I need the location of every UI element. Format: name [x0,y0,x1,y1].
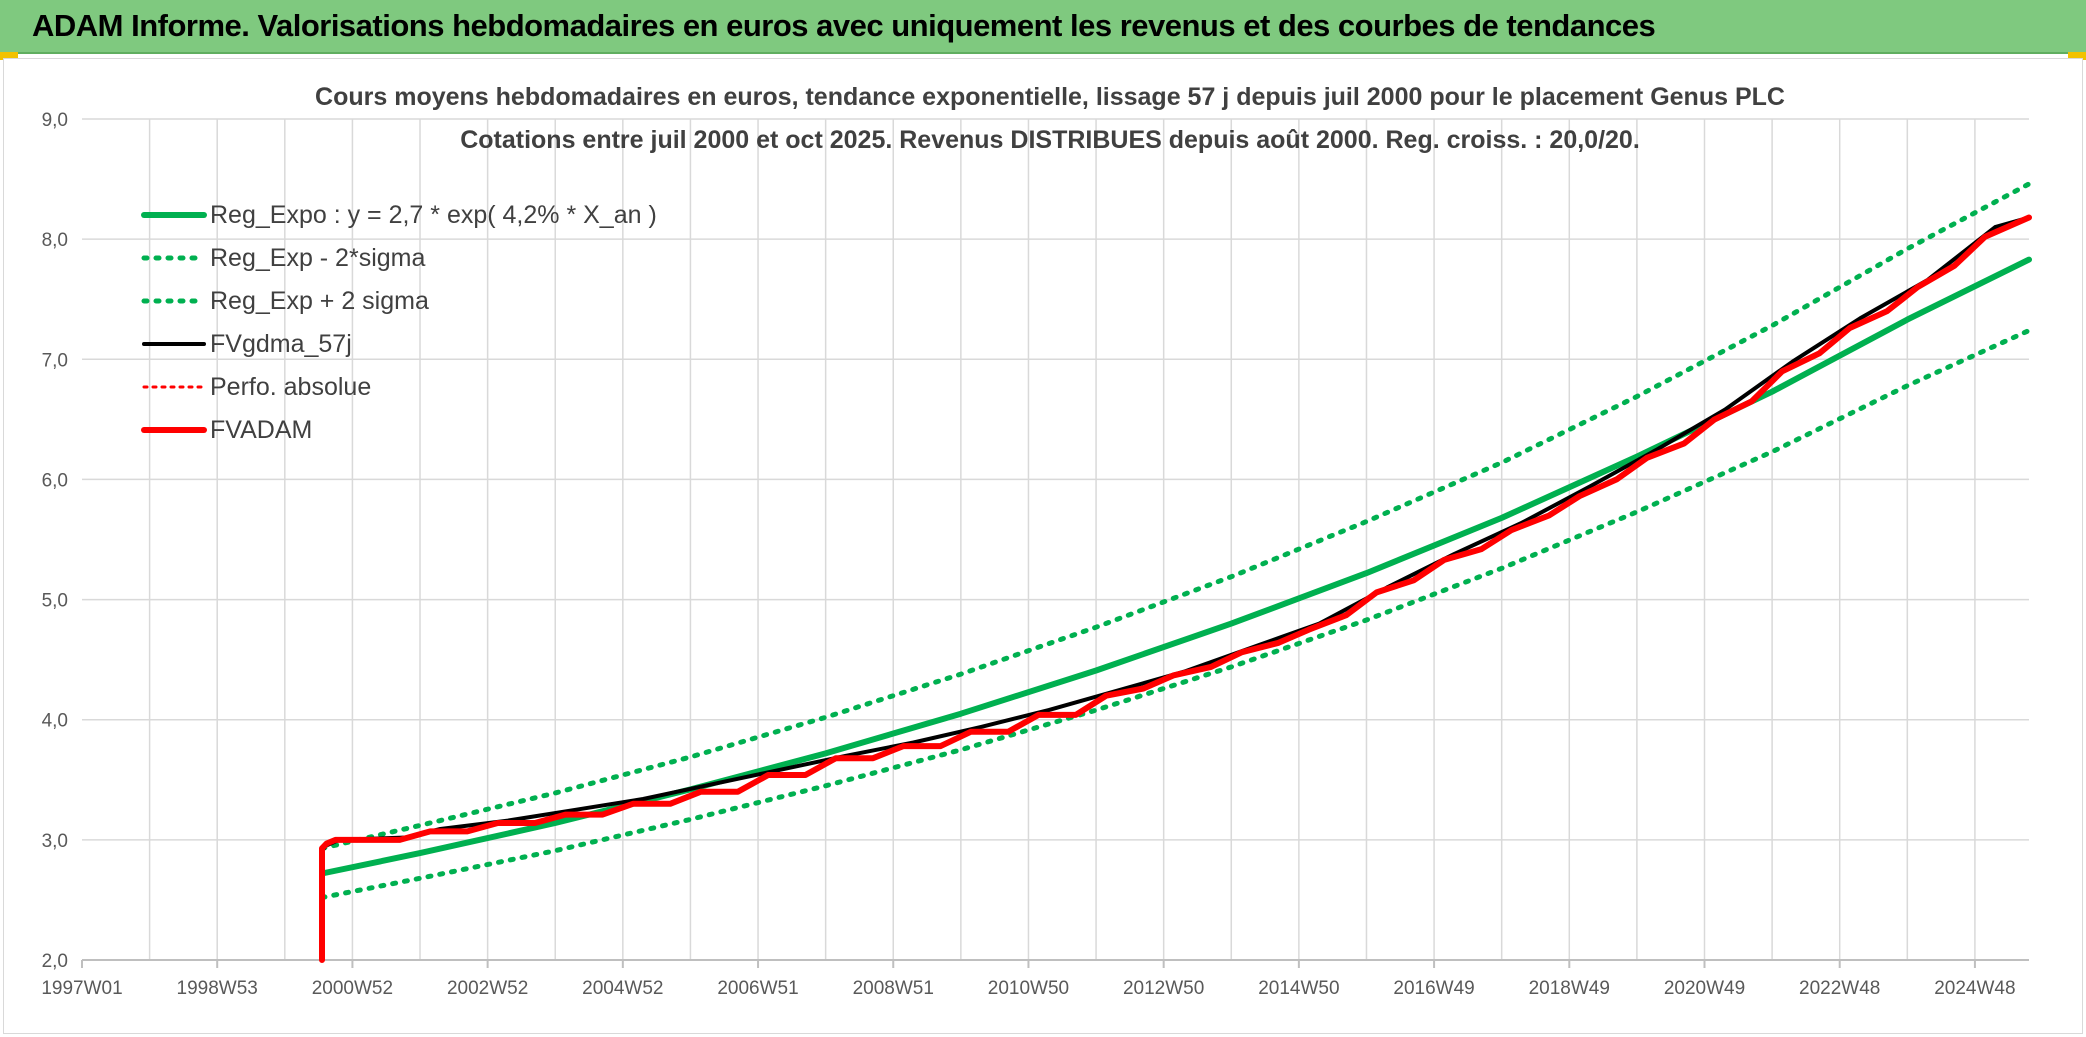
x-tick-label: 2022W48 [1799,978,1880,999]
y-tick-label: 5,0 [42,591,68,612]
chart-title: Cours moyens hebdomadaires en euros, ten… [315,83,1785,111]
legend-label-fvadam: FVADAM [210,416,312,444]
series-fvgdma-57j [320,215,2031,854]
x-tick-label: 2016W49 [1393,978,1474,999]
x-tick-label: 2010W50 [988,978,1069,999]
x-tick-label: 2000W52 [312,978,393,999]
x-tick-label: 2018W49 [1529,978,1610,999]
chart-area: 2,0 3,0 4,0 5,0 6,0 7,0 8,0 9,0 1997W01 1998W53 20… [3,58,2083,1034]
x-tick-label: 2008W51 [853,978,934,999]
y-tick-label: 3,0 [42,831,68,852]
chart-svg: 2,0 3,0 4,0 5,0 6,0 7,0 8,0 9,0 1997W01 1998W53 20… [41,83,2032,999]
legend-label-reg_plus: Reg_Exp + 2 sigma [210,287,429,315]
series-reg-exp-plus-2sigma [319,181,2032,851]
page-title: ADAM Informe. Valorisations hebdomadaire… [32,8,1656,43]
x-tick-label: 1997W01 [41,978,122,999]
legend: Reg_Expo : y = 2,7 * exp( 4,2% * X_an ) R… [141,201,657,444]
x-tick-label: 2020W49 [1664,978,1745,999]
legend-label-perfo: Perfo. absolue [210,373,371,401]
series-reg-expo [319,256,2032,877]
series [319,181,2032,963]
x-tick-label: 2004W52 [582,978,663,999]
x-tick-label: 2024W48 [1934,978,2015,999]
corner-accent-left [0,52,18,60]
series-fvadam [319,214,2032,963]
y-tick-label: 9,0 [42,110,68,131]
legend-label-reg_expo: Reg_Expo : y = 2,7 * exp( 4,2% * X_an ) [210,201,657,229]
y-tick-label: 7,0 [42,350,68,371]
x-tick-label: 2006W51 [717,978,798,999]
y-tick-label: 4,0 [42,711,68,732]
header-banner: ADAM Informe. Valorisations hebdomadaire… [0,0,2086,54]
legend-label-reg_minus: Reg_Exp - 2*sigma [210,244,425,272]
y-tick-label: 8,0 [42,230,68,251]
x-tick-label: 2012W50 [1123,978,1204,999]
axis-labels: 2,0 3,0 4,0 5,0 6,0 7,0 8,0 9,0 1997W01 1998W53 20… [41,110,2015,999]
legend-label-fvgdma: FVgdma_57j [210,330,352,358]
corner-accent-right [2068,52,2086,60]
chart-subtitle: Cotations entre juil 2000 et oct 2025. R… [460,126,1640,154]
x-tick-label: 2002W52 [447,978,528,999]
y-tick-label: 6,0 [42,470,68,491]
x-tick-label: 1998W53 [177,978,258,999]
x-tick-label: 2014W50 [1258,978,1339,999]
series-reg-exp-minus-2sigma [319,328,2032,900]
y-tick-label: 2,0 [42,951,68,972]
